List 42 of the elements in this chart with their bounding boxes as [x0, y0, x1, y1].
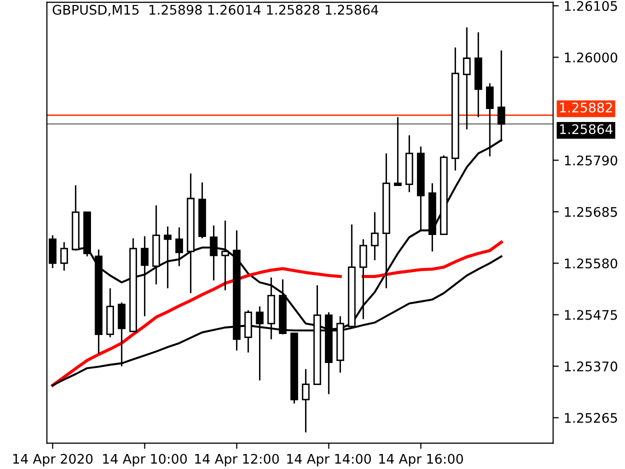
candlestick: [428, 182, 436, 252]
candlestick: [106, 288, 114, 338]
candlestick: [175, 226, 184, 267]
x-tick-label: 14 Apr 2020: [13, 454, 93, 466]
ref-line-label: 1.25864: [560, 124, 613, 134]
candlestick: [359, 238, 368, 320]
candlestick: [198, 182, 206, 239]
y-tick-label: 1.25790: [564, 155, 618, 166]
candlestick: [440, 154, 448, 235]
candlestick: [118, 302, 126, 367]
candlestick: [451, 46, 460, 172]
candlestick: [152, 204, 160, 286]
y-tick-label: 1.25370: [564, 361, 618, 372]
candlestick: [370, 212, 379, 261]
candlestick: [60, 241, 68, 272]
candlestick: [221, 220, 230, 291]
y-tick-label: 1.26000: [564, 52, 618, 62]
y-tick-label: 1.25475: [564, 310, 617, 320]
chart-title: GBPUSD,M15 1.25898 1.26014 1.25828 1.25864: [52, 4, 378, 16]
candlestick: [186, 172, 195, 294]
candlestick: [474, 32, 482, 118]
y-tick-label: 1.25580: [564, 258, 618, 268]
candlestick: [164, 226, 172, 289]
x-tick-label: 14 Apr 10:00: [103, 454, 187, 466]
candlestick: [416, 146, 425, 232]
candlestick: [83, 212, 92, 258]
x-tick-label: 14 Apr 12:00: [195, 454, 279, 466]
y-tick-label: 1.25685: [564, 206, 617, 217]
x-tick-label: 14 Apr 16:00: [379, 454, 463, 466]
candlestick: [140, 236, 149, 317]
candlestick: [210, 224, 218, 282]
ref-line-label: 1.25882: [560, 102, 612, 113]
y-tick-label: 1.26105: [564, 1, 617, 11]
candlestick: [394, 116, 402, 186]
y-tick-label: 1.25265: [564, 412, 617, 423]
candlestick: [405, 134, 414, 193]
candlestick: [382, 152, 390, 289]
candlestick: [256, 306, 264, 382]
candlestick: [462, 26, 471, 130]
candlestick: [244, 310, 252, 354]
candlestick: [302, 368, 310, 434]
x-tick-label: 14 Apr 14:00: [287, 454, 371, 466]
